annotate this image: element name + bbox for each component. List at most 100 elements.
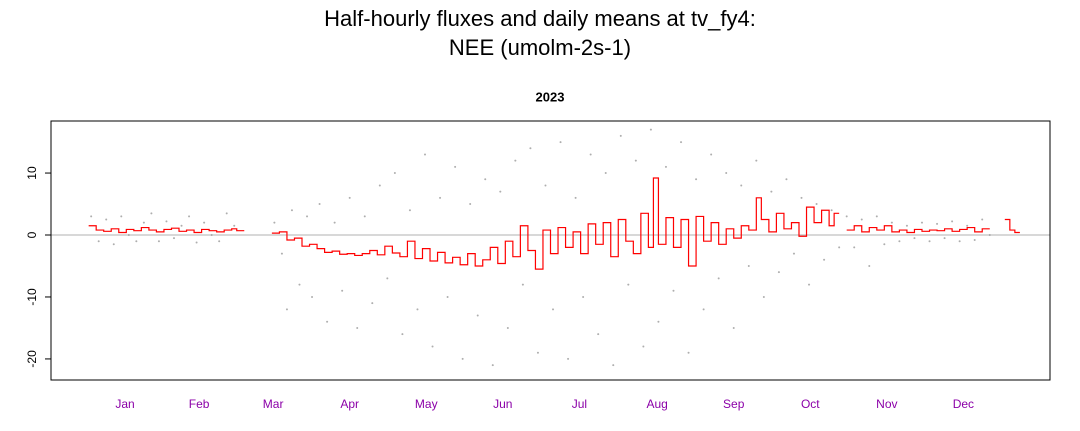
flux-point: [536, 351, 539, 354]
flux-point: [559, 141, 562, 144]
x-tick-label: Aug: [646, 397, 667, 411]
flux-point: [348, 196, 351, 199]
flux-point: [710, 153, 713, 156]
flux-point: [491, 364, 494, 367]
flux-point: [800, 196, 803, 199]
x-tick-label: Nov: [876, 397, 897, 411]
flux-point: [695, 178, 698, 181]
y-tick-label: 10: [25, 166, 39, 180]
flux-point: [619, 134, 622, 137]
flux-point: [702, 308, 705, 311]
flux-point: [135, 240, 138, 243]
y-tick-label: 0: [25, 231, 39, 238]
x-tick-label: May: [415, 397, 438, 411]
flux-point: [687, 351, 690, 354]
flux-point: [552, 308, 555, 311]
flux-point: [469, 203, 472, 206]
flux-point: [853, 246, 856, 249]
flux-point: [203, 221, 206, 224]
flux-point: [454, 165, 457, 168]
y-tick-label: -20: [25, 350, 39, 368]
chart-title: Half-hourly fluxes and daily means at tv…: [324, 6, 756, 31]
flux-point: [150, 212, 153, 215]
flux-point: [393, 172, 396, 175]
flux-point: [664, 165, 667, 168]
flux-point: [378, 184, 381, 187]
flux-point: [928, 240, 931, 243]
x-tick-label: Jun: [493, 397, 512, 411]
flux-point: [672, 289, 675, 292]
flux-point: [273, 221, 276, 224]
flux-point: [920, 221, 923, 224]
flux-point: [755, 159, 758, 162]
flux-point: [306, 215, 309, 218]
plot-area: [51, 128, 1050, 367]
flux-point: [875, 215, 878, 218]
flux-point: [905, 224, 908, 227]
flux-point: [898, 240, 901, 243]
flux-point: [401, 333, 404, 336]
flux-point: [506, 326, 509, 329]
flux-point: [649, 128, 652, 131]
flux-point: [717, 277, 720, 280]
flux-point: [386, 277, 389, 280]
flux-point: [180, 224, 183, 227]
flux-point: [808, 283, 811, 286]
flux-point: [233, 224, 236, 227]
flux-point: [951, 220, 954, 223]
flux-point: [416, 308, 419, 311]
x-tick-label: Dec: [953, 397, 974, 411]
flux-point: [461, 357, 464, 360]
flux-point: [521, 283, 524, 286]
flux-point: [657, 320, 660, 323]
flux-point: [770, 190, 773, 193]
flux-point: [127, 234, 130, 237]
flux-point: [589, 153, 592, 156]
flux-point: [341, 289, 344, 292]
flux-point: [966, 224, 969, 227]
flux-point: [356, 326, 359, 329]
chart-subtitle: 2023: [536, 89, 565, 104]
flux-point: [973, 238, 976, 241]
flux-point: [574, 196, 577, 199]
flux-point: [860, 218, 863, 221]
flux-point: [740, 184, 743, 187]
flux-point: [195, 241, 198, 244]
flux-point: [785, 178, 788, 181]
flux-point: [112, 243, 115, 246]
flux-point: [838, 246, 841, 249]
flux-point: [218, 240, 221, 243]
flux-point: [890, 221, 893, 224]
flux-point: [582, 295, 585, 298]
flux-point: [634, 159, 637, 162]
flux-point: [627, 283, 630, 286]
flux-point: [604, 172, 607, 175]
flux-point: [298, 283, 301, 286]
flux-point: [823, 258, 826, 261]
chart-title: NEE (umolm-2s-1): [449, 35, 631, 60]
flux-point: [943, 237, 946, 240]
flux-point: [777, 271, 780, 274]
flux-point: [326, 320, 329, 323]
flux-point: [815, 203, 818, 206]
flux-point: [642, 345, 645, 348]
flux-point: [210, 234, 213, 237]
flux-point: [868, 264, 871, 267]
flux-point: [333, 221, 336, 224]
flux-point: [439, 196, 442, 199]
flux-point: [476, 314, 479, 317]
flux-point: [725, 172, 728, 175]
flux-point: [732, 326, 735, 329]
flux-point: [285, 308, 288, 311]
flux-point: [105, 218, 108, 221]
flux-point: [446, 295, 449, 298]
flux-point: [165, 220, 168, 223]
flux-point: [318, 203, 321, 206]
flux-point: [597, 333, 600, 336]
flux-point: [499, 190, 502, 193]
flux-point: [311, 295, 314, 298]
flux-point: [514, 159, 517, 162]
flux-point: [408, 209, 411, 212]
flux-point: [484, 178, 487, 181]
